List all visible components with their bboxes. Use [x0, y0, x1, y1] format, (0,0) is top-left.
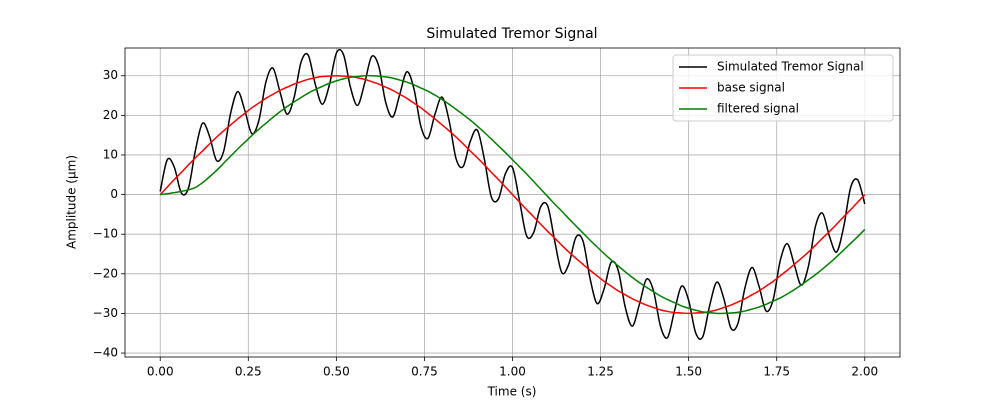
legend-label: base signal	[717, 81, 785, 95]
line-series	[160, 74, 866, 315]
y-tick-label: 20	[103, 108, 118, 122]
x-tick-label: 0.75	[411, 365, 438, 379]
x-tick-label: 1.25	[587, 365, 614, 379]
y-tick-label: 10	[103, 147, 118, 161]
y-tick-label: −20	[93, 266, 118, 280]
legend-box	[672, 54, 894, 122]
y-tick-label: 0	[110, 187, 118, 201]
line-series	[159, 48, 866, 340]
x-tick-label: 1.75	[763, 365, 790, 379]
y-tick-label: 30	[103, 68, 118, 82]
x-tick-label: 0.50	[323, 365, 350, 379]
chart-title: Simulated Tremor Signal	[426, 26, 597, 42]
legend-label: filtered signal	[717, 102, 799, 116]
y-axis-label: Amplitude (μm)	[65, 155, 79, 249]
y-tick-label: −30	[93, 306, 118, 320]
x-tick-label: 0.00	[147, 365, 174, 379]
x-tick-label: 1.00	[499, 365, 526, 379]
line-series	[159, 74, 866, 315]
x-tick-label: 0.25	[235, 365, 262, 379]
y-tick-label: −10	[93, 227, 118, 241]
plot-frame	[124, 47, 901, 358]
x-tick-label: 2.00	[851, 365, 878, 379]
legend-label: Simulated Tremor Signal	[717, 60, 864, 74]
x-axis-label: Time (s)	[487, 385, 537, 399]
y-tick-label: −40	[93, 346, 118, 360]
x-tick-label: 1.50	[675, 365, 702, 379]
